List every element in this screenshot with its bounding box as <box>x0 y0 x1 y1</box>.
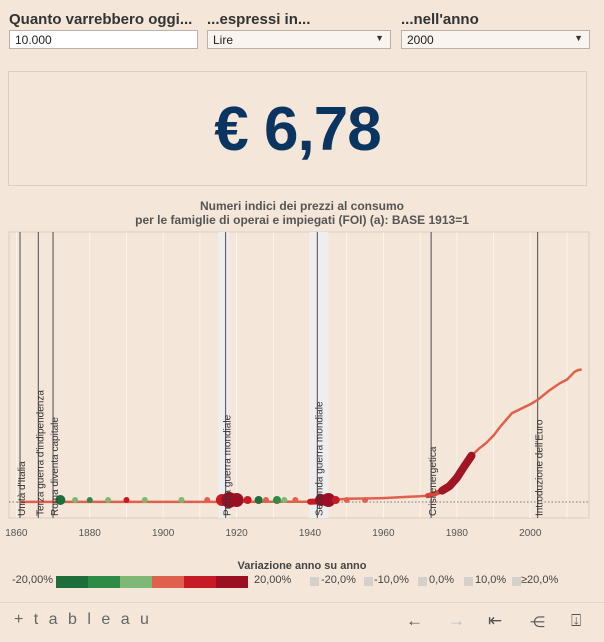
event-label: Introduzione dell'Euro <box>535 419 546 516</box>
change-dot <box>178 497 185 503</box>
change-dot <box>321 493 336 507</box>
event-label: Terza guerra d'indipendenza <box>35 390 46 516</box>
change-dot <box>331 496 340 504</box>
currency-select[interactable]: Lire ▼ <box>207 30 391 49</box>
result-value: € 6,78 <box>214 95 381 164</box>
revert-icon[interactable]: ⇤ <box>488 611 503 630</box>
currency-value: Lire <box>213 33 234 47</box>
legend-gray-swatch <box>310 577 319 586</box>
result-panel: € 6,78 <box>8 71 587 186</box>
legend-gray-label: -10,0% <box>374 574 409 586</box>
share-icon[interactable]: ⋲ <box>530 614 545 631</box>
change-dot <box>292 497 299 503</box>
legend-swatch <box>56 576 88 588</box>
year-select[interactable]: 2000 ▼ <box>401 30 590 49</box>
legend-gray-label: 0,0% <box>429 574 455 586</box>
tableau-logo[interactable]: + t a b l e a u <box>14 611 152 628</box>
change-dot <box>86 497 93 503</box>
chart-title: Numeri indici dei prezzi al consumo <box>199 199 405 213</box>
change-dot <box>362 497 369 503</box>
currency-label: ...espressi in... <box>207 11 311 28</box>
legend-gray-label: -20,0% <box>321 574 356 586</box>
legend-swatch <box>216 576 248 588</box>
legend-max-label: 20,00% <box>254 574 292 586</box>
legend-gray-swatch <box>512 577 521 586</box>
amount-input[interactable]: 10.000 <box>9 30 198 49</box>
undo-icon[interactable]: ← <box>406 611 423 630</box>
x-tick-label: 1880 <box>79 528 102 539</box>
change-dot <box>55 495 66 505</box>
legend-swatch <box>88 576 120 588</box>
redo-icon[interactable]: → <box>448 611 465 630</box>
legend-swatch <box>184 576 216 588</box>
change-dot <box>141 497 148 503</box>
shaded-period <box>310 232 329 518</box>
change-dot <box>262 497 269 503</box>
chevron-down-icon: ▼ <box>574 33 583 43</box>
change-dot <box>281 497 288 503</box>
change-dot <box>243 496 252 504</box>
amount-label: Quanto varrebbero oggi... <box>9 11 193 28</box>
download-icon[interactable]: ⍗ <box>571 611 582 630</box>
change-dot <box>343 497 350 503</box>
price-index-chart: Unità d'Italia Terza guerra d'indipendenz… <box>5 231 590 539</box>
shaded-period <box>218 232 230 518</box>
series-highlight <box>438 451 476 495</box>
change-dot <box>105 497 112 503</box>
chart-subtitle: per le famiglie di operai e impiegati (F… <box>135 213 469 227</box>
legend-gray-swatch <box>418 577 427 586</box>
x-tick-label: 1980 <box>446 528 469 539</box>
legend-title: Variazione anno su anno <box>237 560 367 572</box>
legend-gray-label: ≥20,0% <box>521 574 559 586</box>
event-label: Seconda guerra mondiale <box>314 401 325 516</box>
x-tick-label: 1960 <box>372 528 395 539</box>
event-label: Prima guerra mondiale <box>223 414 234 516</box>
plot-area <box>8 231 590 519</box>
x-tick-label: 1900 <box>152 528 175 539</box>
event-label: Crisi energetica <box>428 446 439 516</box>
event-label: Unità d'Italia <box>17 461 28 516</box>
legend-gray-swatch <box>364 577 373 586</box>
year-value: 2000 <box>407 33 434 47</box>
legend-swatch <box>152 576 184 588</box>
x-tick-label: 1860 <box>5 528 28 539</box>
x-tick-label: 1920 <box>225 528 248 539</box>
year-label: ...nell'anno <box>401 11 479 28</box>
change-dot <box>204 497 211 503</box>
change-dot <box>72 497 79 503</box>
x-tick-label: 1940 <box>299 528 322 539</box>
change-dot <box>123 497 130 503</box>
legend-min-label: -20,00% <box>12 574 53 586</box>
event-label: Roma diventa capitale <box>50 417 61 516</box>
change-dot <box>229 493 244 507</box>
change-dot <box>272 496 281 504</box>
legend-gray-swatch <box>464 577 473 586</box>
change-dot <box>254 496 263 504</box>
x-tick-label: 2000 <box>519 528 542 539</box>
tableau-toolbar: + t a b l e a u ← → ⇤ ⋲ ⍗ <box>0 602 604 642</box>
chevron-down-icon: ▼ <box>375 33 384 43</box>
legend-gray-label: 10,0% <box>475 574 507 586</box>
legend-swatch <box>120 576 152 588</box>
